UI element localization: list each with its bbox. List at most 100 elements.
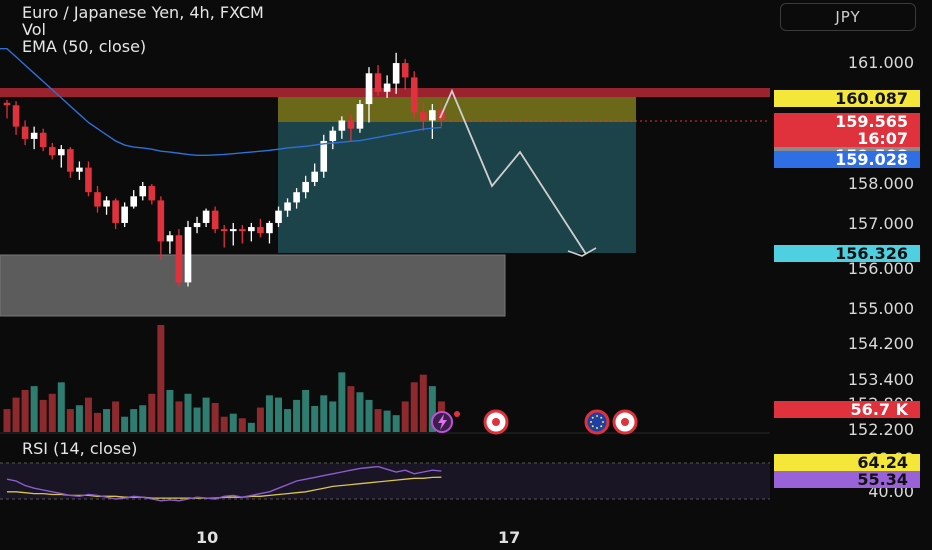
volume-bar [193,407,201,432]
trade-zones [0,88,770,317]
candle [320,134,328,178]
volume-bar [84,397,92,432]
candle [202,208,210,228]
price-tick: 157.000 [847,214,914,233]
volume-bar [103,409,111,432]
rsi-ma-value-tag: 55.34 [774,471,920,488]
candle [3,99,11,119]
candle-body [211,210,219,230]
volume-bar [238,418,246,432]
volume-bar [157,325,165,432]
candle [94,186,101,213]
candle-body [103,200,110,207]
volume-bar [338,372,346,432]
candle-body [39,132,47,148]
candle [85,161,92,197]
candle [148,184,156,205]
candle [211,206,219,234]
ema-path [0,48,442,156]
candle [184,220,192,287]
volume-bar [401,401,409,432]
currency-button[interactable]: JPY [780,3,916,31]
candle-body [429,110,436,121]
take-profit-zone [278,122,636,253]
rsi-pane [6,465,442,502]
candle-body [48,147,56,156]
volume-indicator-label: Vol [22,20,46,39]
candle [220,225,228,248]
candle [175,229,183,287]
rsi-line [6,465,442,502]
resistance-band [0,88,770,97]
volume-bar [392,415,400,432]
rsi-indicator-label: RSI (14, close) [22,439,138,458]
candle-body [284,202,291,211]
candle-body [94,192,101,207]
volume-bar [48,393,56,432]
candle-body [302,181,309,193]
volume-value-tag: 56.7 K [774,401,920,418]
volume-bar [57,382,65,432]
last-price-tag: 159.565 [774,113,920,130]
candle [76,161,83,180]
candle [410,71,418,119]
volume-bar [175,401,183,432]
candle [338,116,346,139]
candle-body [338,120,346,131]
volume-bar [302,389,310,432]
candle [58,145,65,168]
candle-body [392,63,400,84]
candle-body [329,130,337,141]
candle-body [374,73,382,92]
volume-bar [347,386,355,432]
volume-bar [211,402,219,432]
candle [365,67,373,123]
candle-body [130,196,137,207]
volume-bars [3,325,445,432]
candle-body [30,132,38,139]
candle [193,216,201,234]
volume-bar [130,409,138,432]
target-price-tag: 156.326 [774,245,920,262]
candle [293,188,300,209]
candle [420,102,427,131]
forecast-line [439,88,587,255]
candle-body [320,140,328,172]
volume-bar [66,409,74,432]
volume-bar [121,416,129,432]
event-icons [431,409,638,435]
candle-body [266,222,273,234]
volume-bar [166,389,174,432]
volume-bar [247,422,255,432]
candle [401,58,409,90]
forecast-arrowhead [567,247,597,257]
volume-bar [311,406,319,432]
volume-bar [12,397,20,432]
candle-body [121,206,128,223]
volume-bar [365,399,373,432]
japan-flag-icon [483,409,509,435]
candle [239,225,246,244]
volume-bar [112,401,120,432]
candle [229,222,237,246]
candle-body [175,235,183,283]
candle [121,202,128,228]
candle [30,126,38,150]
time-tick: 10 [196,528,219,547]
candle-body [76,167,83,172]
candle [112,198,119,230]
volume-bar [284,409,292,432]
candle [257,218,264,238]
candle-body [248,227,255,232]
candle-body [184,227,192,283]
candle [311,163,318,187]
candle-body [67,149,74,172]
volume-bar [265,395,273,432]
price-tick: 152.200 [847,420,914,439]
volume-bar [30,386,38,432]
candle-body [229,229,237,232]
candle [166,231,174,254]
candle-body [257,227,264,234]
candle-body [12,105,20,127]
